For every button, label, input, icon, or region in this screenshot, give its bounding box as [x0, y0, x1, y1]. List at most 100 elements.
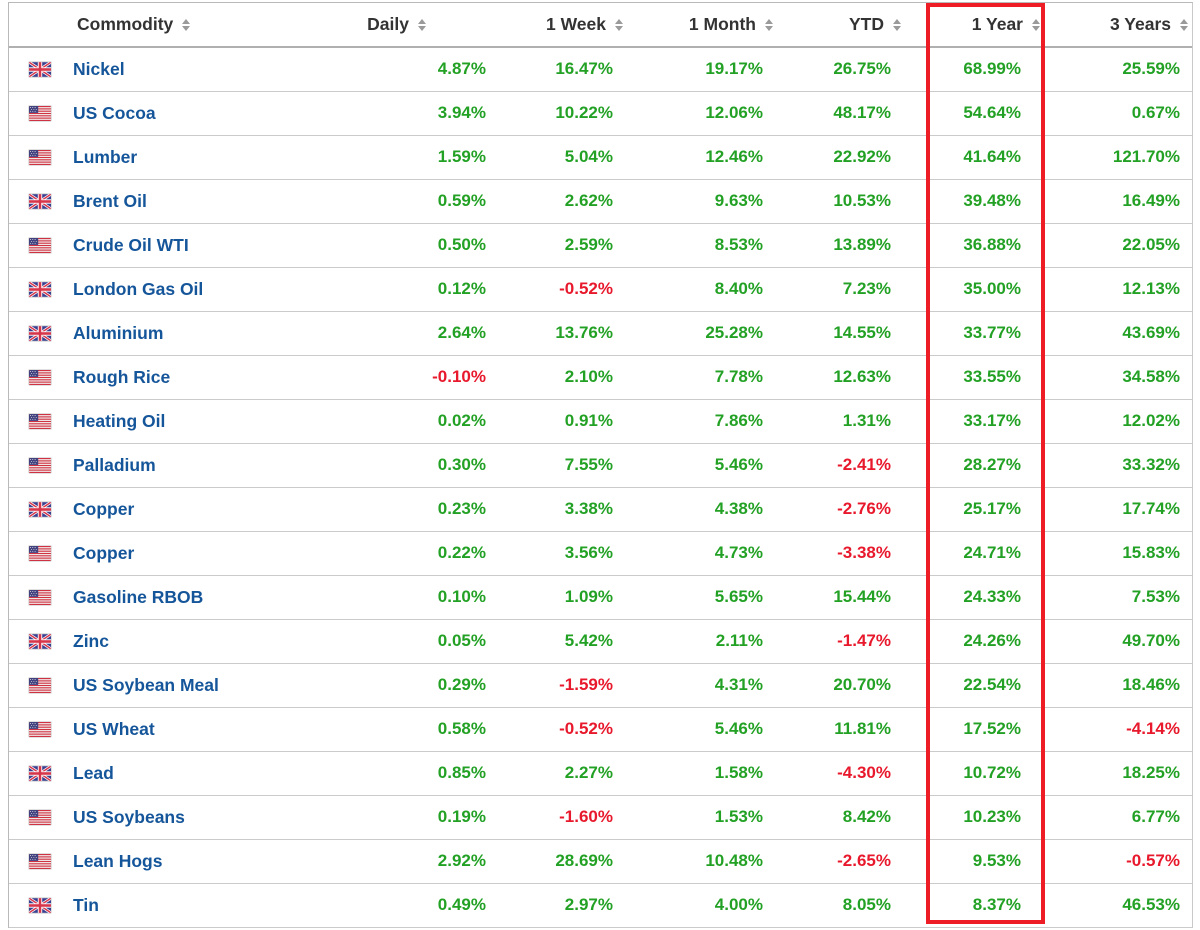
performance-value: 9.63%: [625, 178, 775, 223]
performance-value: 7.86%: [625, 398, 775, 443]
performance-value: 18.46%: [1046, 662, 1192, 707]
table-row-lead: Lead 0.85% 2.27% 1.58% -4.30% 10.72% 18.25%: [9, 750, 1192, 795]
commodity-link[interactable]: Zinc: [73, 630, 109, 651]
performance-value: 2.97%: [501, 882, 625, 928]
performance-value: -0.10%: [359, 354, 501, 399]
commodity-link[interactable]: Brent Oil: [73, 190, 147, 211]
table-row-tin: Tin 0.49% 2.97% 4.00% 8.05% 8.37% 46.53%: [9, 882, 1192, 928]
commodities-performance-table: Commodity Daily 1 Week 1 Month YTD 1 Year 3 Ye…: [8, 2, 1193, 928]
commodity-cell: Lead: [9, 750, 359, 795]
performance-value: 0.91%: [501, 398, 625, 443]
commodity-link[interactable]: Copper: [73, 498, 135, 519]
commodity-link[interactable]: Gasoline RBOB: [73, 586, 204, 607]
commodity-link[interactable]: US Soybeans: [73, 806, 185, 827]
commodity-link[interactable]: US Cocoa: [73, 102, 156, 123]
commodity-link[interactable]: Palladium: [73, 454, 156, 475]
performance-value: 0.10%: [359, 574, 501, 619]
column-header-1-week[interactable]: 1 Week: [501, 3, 625, 48]
performance-value: 12.13%: [1046, 266, 1192, 311]
uk-flag-icon: [29, 897, 51, 913]
commodity-cell: US Soybean Meal: [9, 662, 359, 707]
performance-value: 15.44%: [775, 574, 903, 619]
table-row-crude-oil-wti: Crude Oil WTI 0.50% 2.59% 8.53% 13.89% 36.88%…: [9, 222, 1192, 267]
commodity-link[interactable]: Crude Oil WTI: [73, 234, 189, 255]
performance-value: 25.28%: [625, 310, 775, 355]
performance-value: 17.52%: [903, 706, 1046, 751]
column-header-1-year[interactable]: 1 Year: [903, 3, 1046, 48]
performance-value: 0.29%: [359, 662, 501, 707]
commodity-cell: US Cocoa: [9, 90, 359, 135]
performance-value: 0.19%: [359, 794, 501, 839]
us-flag-icon: [29, 105, 51, 121]
us-flag-icon: [29, 545, 51, 561]
commodity-link[interactable]: London Gas Oil: [73, 278, 204, 299]
performance-value: 18.25%: [1046, 750, 1192, 795]
uk-flag-icon: [29, 765, 51, 781]
performance-value: 0.58%: [359, 706, 501, 751]
performance-value: 10.72%: [903, 750, 1046, 795]
performance-value: 22.92%: [775, 134, 903, 179]
table-row-heating-oil: Heating Oil 0.02% 0.91% 7.86% 1.31% 33.17% 12.…: [9, 398, 1192, 443]
commodity-link[interactable]: US Soybean Meal: [73, 674, 219, 695]
performance-value: 11.81%: [775, 706, 903, 751]
commodity-link[interactable]: Lumber: [73, 146, 138, 167]
performance-value: 121.70%: [1046, 134, 1192, 179]
performance-value: 0.05%: [359, 618, 501, 663]
performance-value: 22.05%: [1046, 222, 1192, 267]
performance-value: 14.55%: [775, 310, 903, 355]
column-header-label: 1 Year: [971, 14, 1023, 34]
column-header-3-years[interactable]: 3 Years: [1046, 3, 1192, 48]
performance-value: 24.71%: [903, 530, 1046, 575]
commodity-link[interactable]: Tin: [73, 894, 99, 915]
performance-value: 2.92%: [359, 838, 501, 883]
column-header-label: Daily: [367, 14, 409, 34]
performance-value: 8.42%: [775, 794, 903, 839]
performance-value: 7.23%: [775, 266, 903, 311]
commodity-link[interactable]: Aluminium: [73, 322, 164, 343]
commodity-link[interactable]: Copper: [73, 542, 135, 563]
performance-value: 28.27%: [903, 442, 1046, 487]
column-header-commodity[interactable]: Commodity: [9, 3, 359, 48]
performance-value: 12.06%: [625, 90, 775, 135]
performance-value: 8.37%: [903, 882, 1046, 928]
table-row-nickel: Nickel 4.87% 16.47% 19.17% 26.75% 68.99% 25.59…: [9, 47, 1192, 91]
commodity-link[interactable]: Lead: [73, 762, 114, 783]
commodity-cell: Tin: [9, 882, 359, 928]
table-row-lumber: Lumber 1.59% 5.04% 12.46% 22.92% 41.64% 121.70…: [9, 134, 1192, 179]
performance-value: 8.05%: [775, 882, 903, 928]
table-row-us-soybeans: US Soybeans 0.19% -1.60% 1.53% 8.42% 10.23% 6.…: [9, 794, 1192, 839]
commodity-link[interactable]: Heating Oil: [73, 410, 166, 431]
performance-value: -3.38%: [775, 530, 903, 575]
performance-value: 0.67%: [1046, 90, 1192, 135]
performance-value: 1.58%: [625, 750, 775, 795]
performance-value: 36.88%: [903, 222, 1046, 267]
column-header-daily[interactable]: Daily: [359, 3, 501, 48]
performance-value: 12.46%: [625, 134, 775, 179]
sort-arrows-icon: [418, 18, 426, 31]
performance-value: 6.77%: [1046, 794, 1192, 839]
performance-value: 26.75%: [833, 59, 891, 79]
performance-value: 0.23%: [359, 486, 501, 531]
performance-value: 0.85%: [359, 750, 501, 795]
commodity-cell: Copper: [9, 530, 359, 575]
performance-value: -1.47%: [775, 618, 903, 663]
commodity-cell: Lean Hogs: [9, 838, 359, 883]
performance-value: -4.14%: [1046, 706, 1192, 751]
column-header-1-month[interactable]: 1 Month: [625, 3, 775, 48]
performance-value: 39.48%: [903, 178, 1046, 223]
performance-value: 2.27%: [501, 750, 625, 795]
commodity-link[interactable]: US Wheat: [73, 718, 155, 739]
column-header-label: 1 Month: [688, 14, 756, 34]
performance-value: 43.69%: [1046, 310, 1192, 355]
performance-value: 10.22%: [501, 90, 625, 135]
performance-value: 33.77%: [903, 310, 1046, 355]
commodity-link[interactable]: Nickel: [73, 58, 125, 79]
performance-value: 7.55%: [501, 442, 625, 487]
commodity-link[interactable]: Rough Rice: [73, 366, 171, 387]
commodity-link[interactable]: Lean Hogs: [73, 850, 163, 871]
uk-flag-icon: [29, 325, 51, 341]
performance-value: 0.12%: [359, 266, 501, 311]
commodity-cell: Copper: [9, 486, 359, 531]
column-header-ytd[interactable]: YTD: [775, 3, 903, 48]
sort-arrows-icon: [765, 18, 773, 31]
